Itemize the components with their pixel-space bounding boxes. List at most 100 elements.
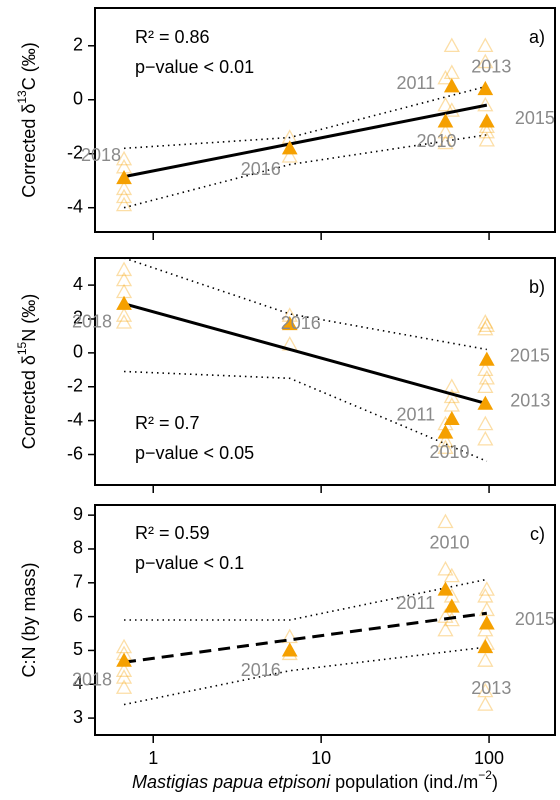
y-tick-label: 9 (73, 504, 83, 524)
panel-letter: b) (529, 277, 545, 297)
individual-point (478, 131, 495, 147)
individual-point (477, 361, 494, 377)
mean-point (437, 581, 454, 596)
individual-point (443, 64, 460, 80)
year-label: 2015 (515, 609, 555, 629)
y-tick-label: 0 (73, 89, 83, 109)
year-label: 2010 (416, 131, 456, 151)
panel-letter: a) (529, 27, 545, 47)
individual-point (115, 180, 133, 196)
individual-point (115, 150, 133, 166)
individual-point (478, 317, 495, 333)
year-label: 2016 (241, 159, 281, 179)
x-label-italic: Mastigias papua etpisoni (132, 772, 331, 792)
y-tick-label: 2 (73, 308, 83, 328)
year-label: 2011 (396, 593, 435, 613)
individual-point (443, 37, 460, 53)
confidence-band (123, 370, 488, 463)
individual-point (477, 682, 494, 698)
individual-point (115, 261, 133, 277)
y-axis-label: C:N (by mass) (19, 562, 39, 677)
individual-point (443, 397, 460, 412)
year-label: 2010 (429, 442, 469, 462)
individual-point (477, 587, 494, 603)
individual-point (115, 662, 133, 677)
individual-point (115, 196, 133, 212)
individual-point (437, 432, 454, 448)
stat-annotation: p−value < 0.01 (135, 57, 254, 77)
mean-point (281, 642, 298, 657)
individual-point (478, 123, 495, 139)
y-tick-label: -4 (67, 409, 83, 429)
individual-point (437, 96, 454, 112)
year-label: 2016 (281, 313, 321, 333)
individual-point (115, 307, 133, 322)
individual-point (115, 669, 133, 684)
individual-point (443, 378, 460, 393)
individual-point (437, 608, 454, 623)
y-tick-label: 7 (73, 572, 83, 592)
mean-point (116, 295, 132, 310)
x-label-sup: −2 (478, 768, 492, 782)
mean-point (437, 113, 454, 128)
regression-line (123, 611, 488, 664)
individual-point (477, 378, 494, 393)
mean-point (437, 424, 454, 439)
individual-point (437, 134, 454, 150)
individual-point (443, 567, 460, 583)
y-tick-label: 6 (73, 605, 83, 625)
y-tick-label: 3 (73, 707, 83, 727)
individual-point (477, 430, 494, 446)
individual-point (477, 53, 494, 69)
plot-frame (94, 7, 556, 233)
individual-point (477, 37, 494, 53)
year-label: 2016 (241, 660, 281, 680)
stat-annotation: R² = 0.86 (135, 27, 210, 47)
individual-point (437, 560, 454, 576)
individual-point (281, 148, 298, 163)
mean-point (281, 316, 298, 331)
mean-point (281, 140, 298, 155)
y-label-text: N (‰) (19, 294, 39, 342)
y-label-sup: 13 (15, 90, 29, 104)
individual-point (437, 439, 454, 454)
y-tick-label: -4 (67, 196, 83, 216)
year-label: 2015 (510, 345, 550, 365)
mean-point (477, 395, 494, 410)
individual-point (437, 513, 454, 529)
individual-point (477, 652, 494, 667)
panel-letter: c) (530, 524, 545, 544)
y-label-text: Corrected δ (19, 355, 39, 449)
mean-point (477, 80, 494, 96)
individual-point (437, 123, 454, 139)
year-label: 2015 (515, 108, 555, 128)
plot-frame (94, 504, 556, 736)
stat-annotation: R² = 0.59 (135, 523, 210, 543)
y-label-sup: 15 (15, 341, 29, 355)
y-tick-label: 2 (73, 35, 83, 55)
mean-point (443, 78, 460, 93)
mean-point (478, 351, 495, 366)
individual-point (115, 271, 133, 287)
y-tick-label: 4 (73, 274, 83, 294)
y-tick-label: 0 (73, 342, 83, 362)
x-label-text: ) (492, 772, 498, 792)
x-label-text: population (ind./m (335, 772, 478, 792)
individual-point (477, 314, 494, 329)
y-tick-label: -2 (67, 142, 83, 162)
x-tick-label: 100 (474, 748, 504, 768)
mean-point (478, 615, 495, 630)
year-label: 2010 (429, 532, 469, 552)
mean-point (116, 169, 132, 185)
y-tick-label: -6 (67, 443, 83, 463)
individual-point (478, 581, 495, 596)
y-tick-label: 4 (73, 673, 83, 693)
x-tick-label: 10 (311, 748, 331, 768)
individual-point (477, 96, 494, 112)
mean-point (443, 598, 460, 613)
individual-point (115, 283, 133, 299)
year-label: 2013 (471, 57, 511, 77)
year-label: 2011 (396, 405, 435, 425)
x-tick-label: 1 (148, 748, 158, 768)
